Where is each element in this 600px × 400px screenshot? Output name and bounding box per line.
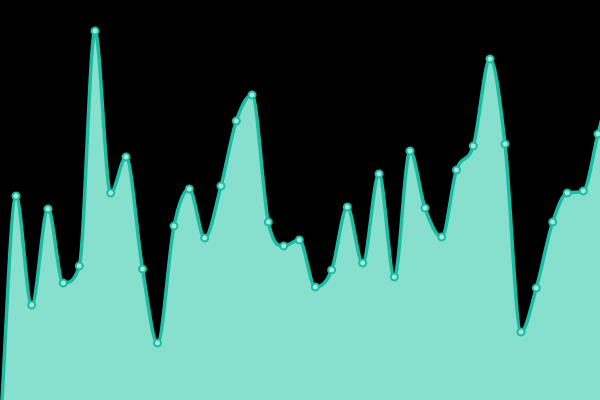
- data-point-marker-36[interactable]: [578, 186, 588, 196]
- data-point-marker-5[interactable]: [90, 26, 100, 36]
- data-point-marker-3[interactable]: [58, 278, 68, 288]
- data-point-marker-35[interactable]: [562, 188, 572, 198]
- data-point-marker-18[interactable]: [294, 235, 304, 245]
- data-point-marker-0[interactable]: [11, 191, 21, 201]
- data-point-marker-32[interactable]: [516, 327, 526, 337]
- data-point-marker-17[interactable]: [279, 241, 289, 251]
- data-point-marker-20[interactable]: [327, 265, 337, 275]
- data-point-marker-4[interactable]: [74, 261, 84, 271]
- data-point-marker-22[interactable]: [358, 258, 368, 268]
- data-point-marker-30[interactable]: [485, 54, 495, 64]
- data-point-marker-2[interactable]: [43, 204, 53, 214]
- data-point-marker-12[interactable]: [200, 233, 210, 243]
- data-point-marker-23[interactable]: [374, 169, 384, 179]
- data-point-marker-9[interactable]: [153, 338, 162, 348]
- data-point-marker-27[interactable]: [437, 232, 447, 242]
- data-point-marker-7[interactable]: [121, 152, 131, 162]
- data-point-marker-8[interactable]: [138, 264, 147, 274]
- data-point-marker-6[interactable]: [106, 188, 116, 198]
- data-point-marker-37[interactable]: [593, 129, 600, 139]
- data-point-marker-1[interactable]: [27, 300, 37, 310]
- data-point-marker-29[interactable]: [468, 141, 478, 151]
- data-point-marker-14[interactable]: [231, 116, 241, 126]
- data-point-marker-13[interactable]: [216, 181, 226, 191]
- data-point-marker-28[interactable]: [452, 165, 461, 175]
- data-point-marker-24[interactable]: [389, 272, 399, 282]
- data-point-marker-34[interactable]: [548, 217, 558, 227]
- data-point-marker-11[interactable]: [184, 184, 194, 194]
- data-point-marker-21[interactable]: [342, 202, 352, 212]
- data-point-marker-26[interactable]: [420, 203, 430, 213]
- data-point-marker-25[interactable]: [405, 146, 415, 156]
- data-point-marker-33[interactable]: [531, 283, 541, 293]
- data-point-marker-31[interactable]: [500, 139, 510, 149]
- area-fill: [2, 31, 600, 400]
- data-point-marker-16[interactable]: [263, 217, 273, 227]
- data-point-marker-19[interactable]: [310, 282, 320, 292]
- data-point-marker-15[interactable]: [247, 90, 257, 100]
- data-point-marker-10[interactable]: [169, 221, 179, 231]
